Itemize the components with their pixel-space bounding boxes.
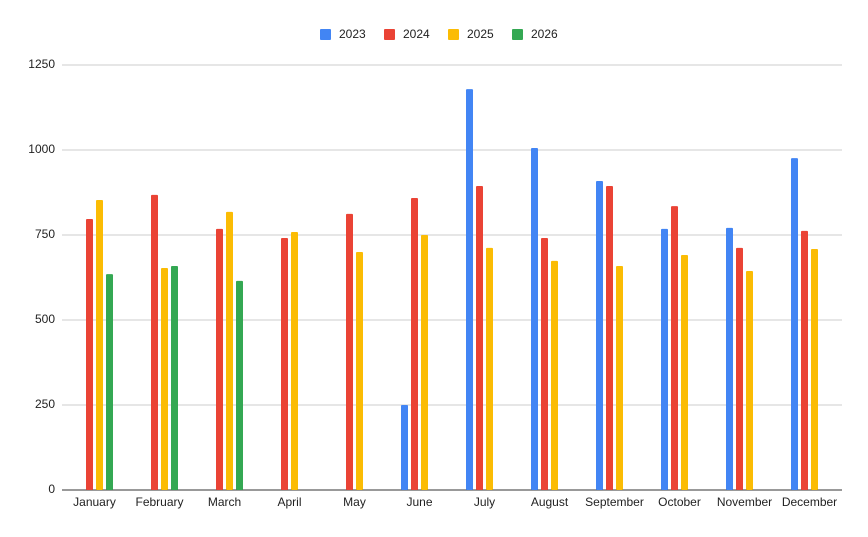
bar — [226, 211, 233, 490]
bar — [291, 231, 298, 490]
legend-swatch — [384, 29, 395, 40]
y-tick-label: 500 — [35, 312, 55, 326]
x-tick-label: June — [406, 495, 432, 509]
bar — [421, 235, 428, 490]
bar — [551, 260, 558, 490]
legend-label: 2023 — [339, 27, 366, 41]
bar — [811, 248, 818, 490]
y-tick-label: 1000 — [28, 142, 55, 156]
bar — [726, 227, 733, 491]
bar — [411, 197, 418, 490]
bar — [236, 280, 243, 490]
bar — [161, 267, 168, 490]
x-tick-label: April — [277, 495, 301, 509]
legend-label: 2026 — [531, 27, 558, 41]
legend-swatch — [320, 29, 331, 40]
bar — [106, 274, 113, 490]
bar — [356, 252, 363, 490]
bar — [801, 230, 808, 491]
bar — [216, 228, 223, 490]
x-tick-label: September — [585, 495, 644, 509]
bar — [346, 213, 353, 491]
bar — [746, 271, 753, 490]
bar — [401, 405, 408, 490]
bar — [681, 255, 688, 490]
y-tick-label: 250 — [35, 397, 55, 411]
bar — [486, 247, 493, 490]
x-tick-label: October — [658, 495, 701, 509]
bar — [661, 228, 668, 490]
x-tick-label: July — [474, 495, 495, 509]
bar — [791, 158, 798, 490]
bar — [281, 238, 288, 490]
bar — [151, 194, 158, 490]
y-tick-label: 1250 — [28, 57, 55, 71]
bar — [531, 147, 538, 490]
legend-swatch — [448, 29, 459, 40]
bar — [736, 247, 743, 490]
bar — [606, 186, 613, 491]
legend-swatch — [512, 29, 523, 40]
bar — [86, 219, 93, 490]
x-tick-label: March — [208, 495, 241, 509]
x-tick-label: December — [782, 495, 837, 509]
bar — [671, 206, 678, 490]
bar — [541, 238, 548, 490]
legend-label: 2024 — [403, 27, 430, 41]
x-tick-label: February — [135, 495, 183, 509]
bar — [616, 265, 623, 490]
legend-label: 2025 — [467, 27, 494, 41]
bar — [596, 180, 603, 490]
y-tick-label: 0 — [48, 482, 55, 496]
x-tick-label: May — [343, 495, 366, 509]
y-tick-label: 750 — [35, 227, 55, 241]
x-tick-label: November — [717, 495, 772, 509]
x-tick-label: August — [531, 495, 569, 509]
bar — [476, 186, 483, 491]
bar — [171, 265, 178, 490]
x-tick-label: January — [73, 495, 116, 509]
bar — [466, 89, 473, 490]
bar — [96, 199, 103, 491]
